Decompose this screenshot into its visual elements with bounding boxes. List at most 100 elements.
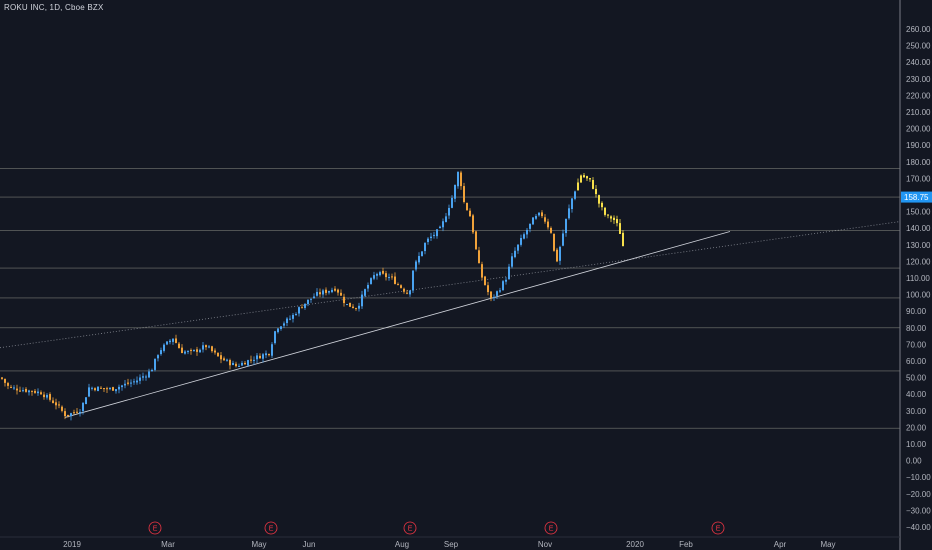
candle-body [1,377,3,379]
candle-body [268,353,270,356]
candle-body [229,360,231,366]
candle-body [505,279,507,282]
candle-body [604,207,606,215]
candle-body [355,308,357,310]
earnings-marker[interactable] [264,521,278,535]
earnings-marker[interactable] [711,521,725,535]
candle-body [532,217,534,225]
candle-body [157,355,159,359]
candle-body [241,362,243,366]
candle-body [232,362,234,366]
candle-body [76,411,78,413]
earnings-marker[interactable] [403,521,417,535]
candle-body [565,218,567,234]
candle-body [250,359,252,361]
candle-body [373,275,375,279]
candle-body [595,188,597,195]
candle-body [484,276,486,285]
candle-body [205,345,207,348]
price-tick-label: 0.00 [906,457,922,466]
price-tick-label: −30.00 [906,506,931,515]
candle-body [376,273,378,276]
ticker-label: ROKU INC, 1D, Cboe BZX [4,3,104,12]
candle-body [487,285,489,293]
candle-body [535,215,537,219]
candle-body [154,358,156,370]
candle-body [325,289,327,293]
candle-body [454,184,456,199]
candle-body [244,362,246,365]
price-tick-label: 10.00 [906,440,927,449]
candle-body [559,246,561,261]
candle-body [601,202,603,208]
candle-body [592,180,594,189]
candle-body [394,276,396,284]
candle-body [508,266,510,280]
price-tick-label: 200.00 [906,125,931,134]
candle-body [448,207,450,216]
candle-body [196,349,198,352]
candle-body [619,223,621,234]
candle-body [445,216,447,222]
price-tick-label: 30.00 [906,407,927,416]
candle-body [400,285,402,288]
candle-body [16,388,18,391]
candle-body [103,388,105,390]
price-tick-label: −40.00 [906,523,931,532]
candle-body [589,178,591,180]
time-tick-label: Feb [679,540,693,549]
candle-body [442,221,444,228]
earnings-marker[interactable] [544,521,558,535]
time-axis-labels[interactable]: 2019 Mar May Jun Aug Sep Nov 2020 Feb Apr May [63,540,835,549]
time-tick-label: Aug [395,540,409,549]
candle-body [58,404,60,406]
price-axis-labels[interactable]: 260.00 250.00 240.00 230.00 220.00 210.00 200.… [906,25,931,532]
candle-body [337,289,339,293]
candlesticks [1,170,624,421]
candle-body [622,232,624,247]
candle-body [70,413,72,417]
candle-body [193,349,195,351]
candle-body [424,242,426,252]
candle-body [433,234,435,236]
candle-body [514,250,516,258]
candle-body [304,303,306,308]
candle-body [547,221,549,228]
candle-body [307,299,309,305]
candle-body [256,355,258,360]
earnings-marker-label: E [269,526,274,533]
candle-body [292,314,294,319]
candle-body [538,212,540,216]
candle-body [370,278,372,284]
price-tick-label: 90.00 [906,307,927,316]
candle-body [253,359,255,361]
time-tick-label: May [251,540,266,549]
candle-body [82,402,84,412]
candle-body [346,304,348,306]
candle-body [379,272,381,276]
candle-body [97,386,99,392]
candle-body [40,392,42,395]
candle-body [385,273,387,278]
candle-body [298,307,300,314]
candle-body [151,369,153,372]
time-tick-label: Sep [444,540,459,549]
price-tick-label: 180.00 [906,158,931,167]
candle-body [412,270,414,291]
price-tick-label: 70.00 [906,340,927,349]
price-tick-label: 140.00 [906,224,931,233]
candle-body [364,289,366,296]
candle-body [430,236,432,239]
candle-body [550,227,552,233]
candle-body [85,397,87,405]
candle-body [25,388,27,392]
candle-body [10,386,12,388]
candle-body [541,212,543,217]
earnings-marker[interactable] [148,521,162,535]
candle-body [463,186,465,202]
candle-body [163,344,165,351]
candle-body [208,346,210,348]
candle-body [166,341,168,345]
